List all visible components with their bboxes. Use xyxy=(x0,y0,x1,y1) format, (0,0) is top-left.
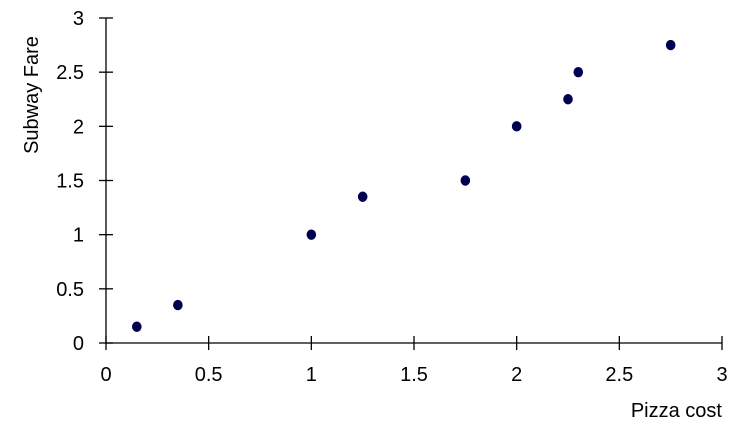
data-point xyxy=(511,121,522,132)
x-tick-label: 2.5 xyxy=(605,364,633,386)
data-points xyxy=(132,39,676,332)
x-tick-label: 0 xyxy=(100,364,111,386)
y-tick-label: 2 xyxy=(73,116,84,138)
x-axis-label: Pizza cost xyxy=(631,400,723,422)
axes: 0 0.5 1 1.5 2 2.5 3 0 0.5 1 1.5 2 2.5 3 xyxy=(56,8,727,386)
data-point xyxy=(173,299,183,311)
data-point xyxy=(573,66,584,78)
x-tick-label: 2 xyxy=(511,364,522,386)
data-point xyxy=(665,39,676,51)
data-point xyxy=(357,191,368,202)
data-point xyxy=(460,175,471,186)
y-tick-label: 0 xyxy=(73,333,84,355)
x-tick-label: 0.5 xyxy=(195,364,223,386)
x-tick-label: 1 xyxy=(306,364,317,386)
data-point xyxy=(132,321,142,332)
y-tick-label: 0.5 xyxy=(56,279,84,301)
x-tick-label: 3 xyxy=(716,364,727,386)
y-tick-label: 3 xyxy=(73,8,84,30)
data-point xyxy=(563,94,573,105)
data-point xyxy=(306,229,317,240)
y-tick-label: 1.5 xyxy=(56,171,84,193)
x-tick-label: 1.5 xyxy=(400,364,428,386)
y-tick-label: 1 xyxy=(73,225,84,247)
y-tick-label: 2.5 xyxy=(56,62,84,84)
y-axis-label: Subway Fare xyxy=(21,36,43,154)
